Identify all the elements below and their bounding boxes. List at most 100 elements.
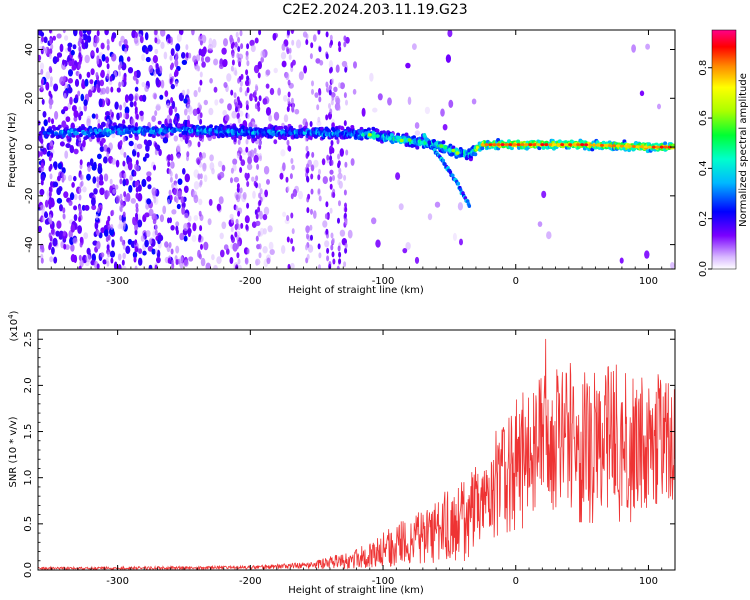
- colorbar-frame: [711, 29, 737, 270]
- spectrogram-cell: [145, 230, 151, 238]
- spectrogram-y-tick-label: -40: [24, 236, 35, 252]
- spectrogram-cell: [407, 138, 412, 142]
- spectrogram-cell: [604, 144, 608, 147]
- spectrogram-cell: [306, 175, 309, 182]
- spectrogram-cell: [40, 162, 44, 169]
- spectrogram-cell: [245, 79, 250, 87]
- spectrogram-cell: [395, 172, 401, 181]
- spectrogram-cell: [178, 128, 183, 133]
- spectrogram-cell: [204, 56, 211, 63]
- spectrogram-x-tick-label: -200: [239, 276, 262, 287]
- spectrogram-cell: [122, 252, 126, 259]
- spectrogram-cell: [375, 134, 380, 138]
- spectrogram-cell: [520, 143, 525, 147]
- spectrogram-cell: [83, 232, 89, 240]
- spectrogram-cell: [153, 197, 157, 204]
- spectrogram-cell: [111, 129, 116, 134]
- spectrogram-cell: [109, 227, 115, 236]
- spectrogram-cell: [427, 213, 433, 221]
- spectrogram-cell: [277, 87, 281, 96]
- spectrogram-cell: [238, 135, 243, 140]
- spectrogram-cell: [90, 135, 95, 140]
- spectrogram-cell: [339, 229, 346, 237]
- spectrogram-cell: [655, 145, 660, 149]
- spectrogram-cell: [78, 46, 82, 52]
- spectrogram-cell: [230, 89, 234, 96]
- spectrogram-cell: [235, 106, 238, 113]
- snr-x-tick-label: -300: [106, 576, 129, 587]
- spectrogram-cell: [295, 39, 302, 49]
- spectrogram-cell: [73, 214, 78, 222]
- spectrogram-cell: [367, 133, 372, 137]
- spectrogram-cell: [330, 140, 334, 146]
- spectrogram-cell: [129, 174, 133, 181]
- spectrogram-cell: [138, 257, 143, 266]
- spectrogram-cell: [84, 78, 89, 87]
- spectrogram-cell: [310, 234, 313, 241]
- spectrogram-cell: [159, 214, 164, 223]
- spectrogram-cell: [369, 72, 374, 82]
- spectrogram-cell: [160, 30, 166, 37]
- spectrogram-cell: [338, 200, 341, 207]
- spectrogram-cell: [246, 172, 250, 179]
- spectrogram-cell: [154, 248, 158, 255]
- spectrogram-cell: [78, 73, 82, 80]
- spectrogram-cell: [328, 89, 332, 96]
- colorbar: 0.0 0.2 0.4 0.6 0.8 Normalized spectral ampl…: [698, 29, 749, 277]
- spectrogram-cell: [52, 237, 58, 247]
- spectrogram-cell: [548, 143, 553, 147]
- spectrogram-cell: [213, 86, 218, 93]
- spectrogram-cell: [167, 217, 170, 224]
- spectrogram-cell: [133, 256, 137, 263]
- spectrogram-cell: [291, 39, 295, 46]
- spectrogram-cell: [148, 65, 154, 74]
- spectrogram-cell: [130, 198, 136, 204]
- spectrogram-cell: [414, 122, 420, 129]
- spectrogram-cell: [146, 171, 152, 177]
- spectrogram-cell: [139, 35, 144, 44]
- spectrogram-cell: [101, 137, 106, 144]
- spectrogram-cell: [119, 140, 123, 146]
- spectrogram-cell: [326, 154, 330, 161]
- spectrogram-cell: [71, 64, 77, 71]
- spectrogram-cell: [70, 49, 75, 56]
- spectrogram-cell: [258, 140, 262, 146]
- spectrogram-cell: [635, 145, 640, 149]
- spectrogram-cell: [42, 216, 46, 223]
- spectrogram-cell: [175, 229, 179, 235]
- spectrogram-cell: [343, 212, 347, 219]
- spectrogram-cell: [122, 136, 126, 143]
- spectrogram-cell: [231, 110, 237, 119]
- spectrogram-cell: [198, 49, 202, 56]
- spectrogram-cell: [318, 195, 322, 202]
- spectrogram-cell: [176, 153, 181, 159]
- spectrogram-cell: [216, 256, 222, 264]
- spectrogram-cell: [328, 103, 331, 109]
- spectrogram-cell: [150, 130, 155, 135]
- spectrogram-cell: [73, 254, 78, 264]
- snr-ticks: -300 -200 -100 0 100 0.0 0.5 1.0 1.5 2.0 2.5: [23, 330, 676, 587]
- spectrogram-cell: [249, 149, 255, 158]
- spectrogram-cell: [178, 133, 183, 138]
- spectrogram-cell: [154, 149, 158, 156]
- spectrogram-cell: [133, 70, 137, 77]
- spectrogram-cell: [257, 105, 261, 112]
- spectrogram-cell: [170, 248, 174, 255]
- spectrogram-cell: [193, 215, 199, 221]
- colorbar-tick-label: 0.6: [698, 110, 709, 126]
- spectrogram-cell: [130, 118, 135, 127]
- spectrogram-cell: [219, 232, 224, 240]
- spectrogram-cell: [286, 48, 290, 55]
- spectrogram-cell: [268, 241, 274, 250]
- spectrogram-cell: [201, 56, 204, 63]
- spectrogram-cell: [111, 158, 116, 165]
- spectrogram-cell: [209, 124, 213, 129]
- spectrogram-y-axis-label: Frequency (Hz): [7, 112, 18, 188]
- spectrogram-cell: [90, 68, 95, 76]
- spectrogram-cell: [96, 176, 100, 183]
- spectrogram-cell: [263, 206, 270, 216]
- spectrogram-cell: [294, 108, 300, 115]
- spectrogram-cell: [64, 35, 69, 41]
- spectrogram-cell: [96, 30, 100, 37]
